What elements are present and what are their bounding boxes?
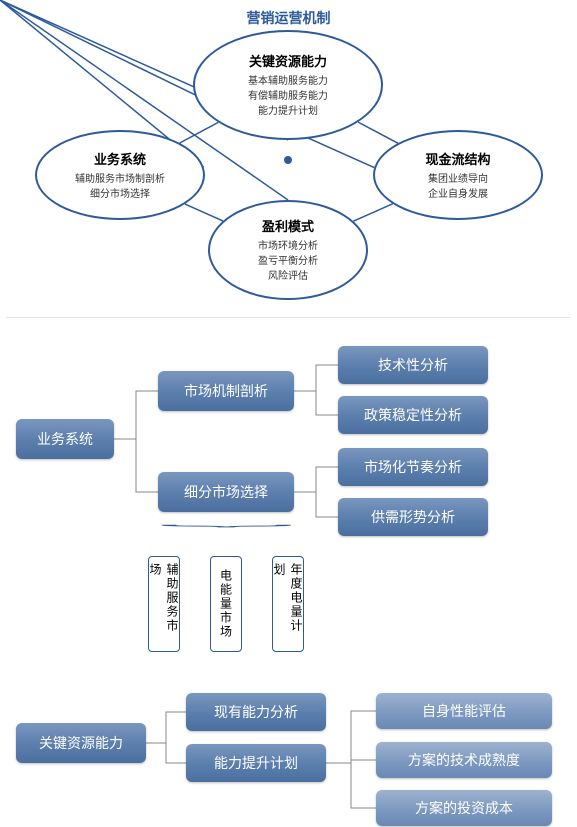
ellipse-right: 现金流结构集团业绩导向企业自身发展	[373, 130, 543, 220]
ellipse-top-line-2: 能力提升计划	[258, 104, 318, 119]
sub-box-0: 辅助服务市场	[148, 556, 180, 652]
page-title: 营销运营机制	[247, 8, 331, 28]
ellipse-top-title: 关键资源能力	[249, 51, 327, 70]
tree-leaf-1: 政策稳定性分析	[338, 396, 488, 434]
ellipse-bottom-line-0: 市场环境分析	[258, 239, 318, 254]
tree-mid-1: 细分市场选择	[158, 472, 294, 512]
sub-box-2: 年度电量计划	[272, 556, 304, 652]
ellipse-bottom-line-2: 风险评估	[268, 269, 308, 284]
ellipse-right-line-1: 企业自身发展	[428, 187, 488, 202]
tree-mid-0: 现有能力分析	[186, 693, 326, 731]
tree-leaf-0: 技术性分析	[338, 346, 488, 384]
ellipse-top-line-0: 基本辅助服务能力	[248, 74, 328, 89]
brace: ⏟	[159, 514, 294, 527]
ellipse-left-title: 业务系统	[94, 149, 146, 168]
tree-leaf-1: 方案的技术成熟度	[376, 742, 552, 778]
ellipse-right-line-0: 集团业绩导向	[428, 172, 488, 187]
ellipse-bottom: 盈利模式市场环境分析盈亏平衡分析风险评估	[208, 200, 368, 300]
center-dot	[284, 156, 292, 164]
ellipse-bottom-title: 盈利模式	[262, 216, 314, 235]
ellipse-left-line-0: 辅助服务市场制剖析	[75, 172, 165, 187]
ellipse-bottom-line-1: 盈亏平衡分析	[258, 254, 318, 269]
tree-mid-1: 能力提升计划	[186, 744, 326, 782]
ellipse-right-title: 现金流结构	[425, 149, 490, 168]
tree-leaf-2: 方案的投资成本	[376, 790, 552, 826]
sub-box-1: 电能量市场	[210, 556, 242, 652]
ellipse-top-line-1: 有偿辅助服务能力	[248, 89, 328, 104]
tree-mid-0: 市场机制剖析	[158, 371, 294, 411]
section-divider	[6, 317, 571, 318]
ellipse-left: 业务系统辅助服务市场制剖析细分市场选择	[35, 130, 205, 220]
tree-root: 关键资源能力	[16, 723, 146, 763]
tree-leaf-2: 市场化节奏分析	[338, 448, 488, 486]
tree-leaf-0: 自身性能评估	[376, 693, 552, 729]
ellipse-left-line-1: 细分市场选择	[90, 187, 150, 202]
tree-root: 业务系统	[16, 419, 114, 459]
ellipse-top: 关键资源能力基本辅助服务能力有偿辅助服务能力能力提升计划	[193, 30, 383, 140]
tree-leaf-3: 供需形势分析	[338, 498, 488, 536]
